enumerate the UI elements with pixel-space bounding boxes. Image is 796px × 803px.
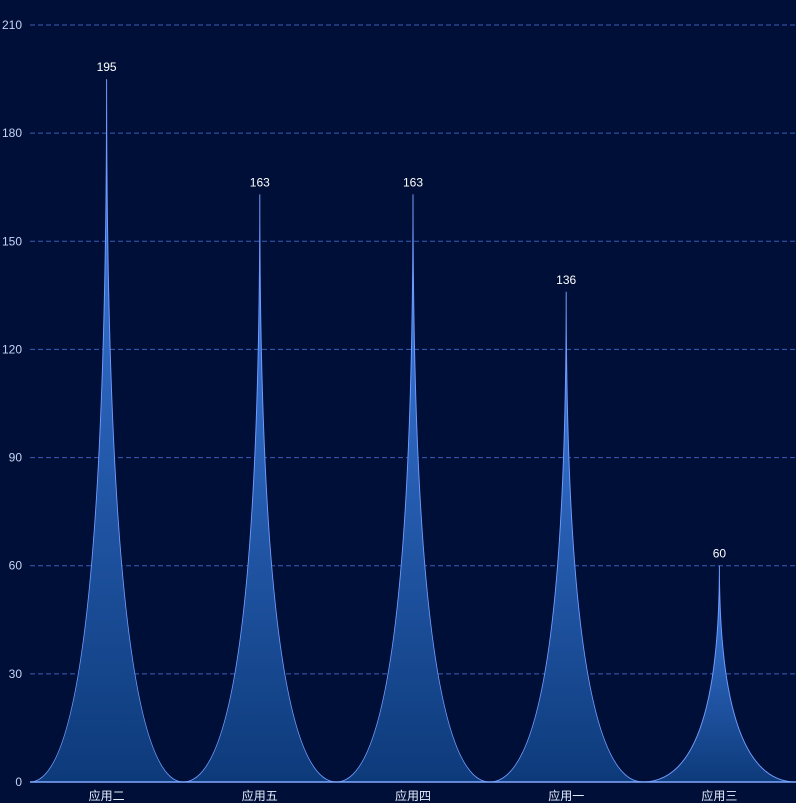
spike-bar — [336, 194, 490, 783]
y-tick-label: 0 — [15, 775, 22, 789]
data-label: 163 — [403, 175, 423, 189]
x-tick-label: 应用三 — [701, 788, 737, 803]
spike-bar — [642, 565, 796, 783]
data-label: 163 — [250, 175, 270, 189]
y-tick-label: 60 — [9, 559, 23, 573]
x-tick-label: 应用一 — [548, 788, 584, 803]
data-label: 136 — [556, 273, 576, 287]
spike-bar — [29, 79, 184, 783]
y-tick-label: 180 — [2, 126, 22, 140]
label-layer: 195 应用二 163 应用五 163 应用四 136 应用一 60 应用三 — [89, 60, 738, 803]
spike-layer — [29, 79, 796, 783]
y-tick-label: 150 — [2, 234, 22, 248]
y-tick-label: 90 — [9, 451, 23, 465]
spike-bar — [489, 291, 643, 783]
spike-bar — [183, 194, 337, 783]
x-tick-label: 应用二 — [89, 788, 125, 803]
x-tick-label: 应用五 — [242, 788, 278, 803]
x-tick-label: 应用四 — [395, 788, 431, 803]
y-tick-label: 120 — [2, 342, 22, 356]
axis-layer: 0 30 60 90 120 150 180 210 — [2, 18, 796, 789]
y-tick-label: 210 — [2, 18, 22, 32]
y-tick-label: 30 — [9, 667, 23, 681]
data-label: 195 — [97, 60, 117, 74]
data-label: 60 — [713, 547, 727, 561]
